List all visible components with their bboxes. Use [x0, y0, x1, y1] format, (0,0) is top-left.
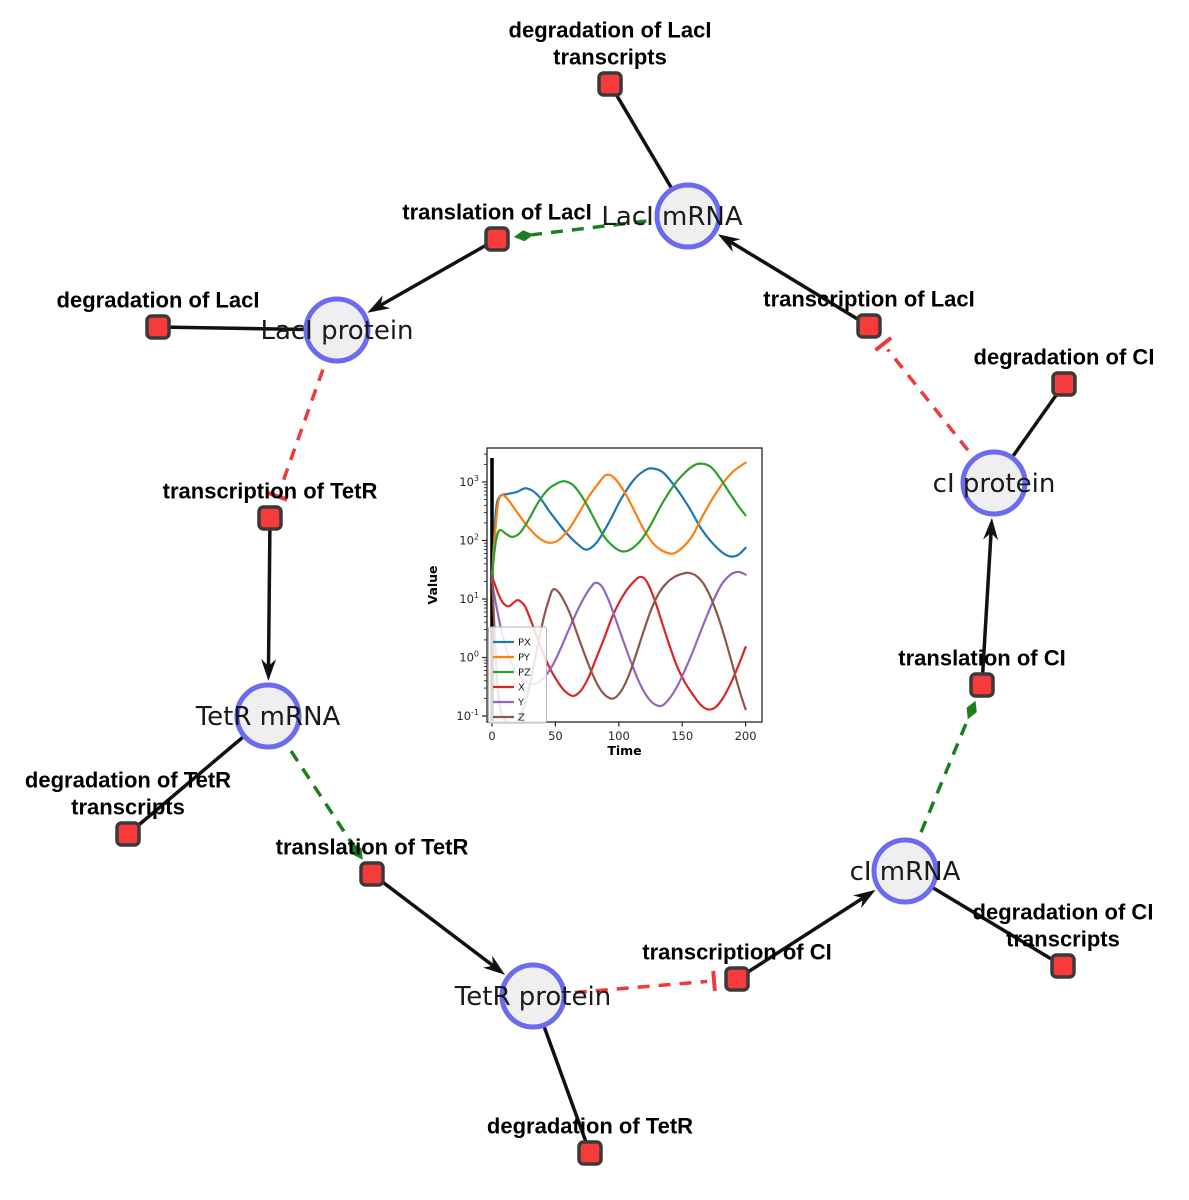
x-tick-label: 100	[608, 729, 630, 743]
reaction-node-deg-tetr	[577, 1140, 603, 1166]
species-label-tetr-protein: TetR protein	[454, 982, 611, 1012]
reaction-node-translation-laci	[484, 226, 510, 252]
reaction-label-deg-laci-transcripts: degradation of LacI transcripts	[509, 18, 712, 70]
x-tick-label: 200	[735, 729, 757, 743]
species-node-ci-protein	[960, 449, 1028, 517]
x-axis: 0 50 100 150 200 Time	[488, 722, 757, 758]
species-label-laci-mrna: LacI mRNA	[601, 202, 742, 232]
inhibition-tbar	[874, 336, 893, 352]
series-PX-line	[490, 467, 747, 583]
x-tick-label: 0	[488, 729, 495, 743]
legend-label: PY	[518, 653, 531, 664]
edge-tx-ci-to-ci-mrna-product	[736, 889, 876, 981]
species-label-tetr-mrna: TetR mRNA	[195, 702, 341, 732]
legend-label: X	[518, 683, 525, 694]
arrowhead	[367, 295, 391, 313]
reaction-label-translation-laci: translation of LacI	[402, 200, 591, 225]
arrowhead	[717, 234, 741, 252]
y-tick-label: 100	[459, 650, 479, 665]
series-PY-line	[490, 461, 747, 577]
reaction-label-tetr-mrna-deg: degradation of TetR transcripts	[25, 768, 231, 820]
species-node-laci-protein	[303, 296, 371, 364]
y-axis-label: Value	[425, 565, 440, 604]
legend-entry-PX: PX	[493, 638, 531, 649]
legend-entry-Z: Z	[493, 713, 525, 724]
edge-tx-tetr-to-tetr-mrna-product	[261, 517, 277, 681]
reaction-node-tx-laci	[856, 313, 882, 339]
reaction-label-deg-ci-transcripts: degradation of CI transcripts	[973, 900, 1154, 952]
nodes-layer	[115, 71, 1077, 1166]
edge-tx-laci-to-laci-mrna-product	[717, 234, 870, 328]
reaction-label-deg-tetr: degradation of TetR	[487, 1114, 693, 1139]
species-label-laci-protein: LacI protein	[260, 316, 413, 346]
y-tick-label: 101	[459, 591, 479, 606]
time-course-chart: 0 50 100 150 200Time10-1100101102103ValuePXP…	[424, 436, 776, 768]
species-node-laci-mrna	[654, 182, 722, 250]
labels-layer: LacI mRNA LacI protein TetR mRNA TetR prote…	[25, 18, 1155, 1139]
legend-label: PX	[518, 638, 531, 649]
arrowhead	[983, 517, 999, 541]
legend: PX PY PZ XYZ	[488, 626, 547, 724]
legend-label: Y	[517, 698, 525, 709]
legend-label: PZ	[518, 668, 531, 679]
chart-frame	[486, 447, 763, 723]
reaction-node-tx-ci	[724, 966, 750, 992]
y-tick-label: 103	[459, 474, 479, 489]
reaction-label-deg-ci: degradation of CI	[974, 345, 1155, 370]
reaction-node-deg-laci-transcripts	[597, 71, 623, 97]
reaction-node-translation-tetr	[359, 861, 385, 887]
x-tick-label: 50	[548, 729, 563, 743]
species-node-ci-mrna	[871, 837, 939, 905]
species-label-ci-mrna: cI mRNA	[850, 857, 961, 887]
legend-entry-PZ: PZ	[493, 668, 531, 679]
y-tick-label: 102	[459, 533, 479, 548]
edge-translation-ci-to-ci-protein-product	[980, 517, 999, 686]
series-PZ-line	[490, 462, 747, 577]
reaction-node-tx-tetr	[257, 505, 283, 531]
series-X-line	[490, 574, 747, 711]
legend-box	[488, 626, 547, 724]
edge-translation-tetr-to-tetr-protein-product	[370, 872, 506, 975]
reaction-label-tx-tetr: transcription of TetR	[163, 479, 378, 504]
reaction-label-translation-ci: translation of CI	[898, 646, 1065, 671]
reaction-node-deg-ci	[1051, 371, 1077, 397]
reaction-node-translation-ci	[969, 672, 995, 698]
y-axis: 10-1 100 101 102 103 Value	[425, 453, 487, 723]
x-axis-label: Time	[607, 743, 641, 758]
arrowhead	[853, 889, 876, 909]
legend-label: Z	[518, 713, 525, 724]
legend-entry-Y: Y	[493, 698, 525, 709]
species-node-tetr-protein	[499, 962, 567, 1030]
reaction-node-tetr-mrna-deg	[115, 821, 141, 847]
x-tick-label: 150	[671, 729, 693, 743]
reaction-node-deg-ci-transcripts	[1050, 953, 1076, 979]
reaction-label-tx-laci: transcription of LacI	[763, 287, 974, 312]
edge-translation-laci-to-laci-protein-product	[367, 237, 498, 313]
reaction-label-deg-laci: degradation of LacI	[57, 288, 260, 313]
species-node-tetr-mrna	[234, 682, 302, 750]
reaction-node-deg-laci	[145, 314, 171, 340]
chart-background	[424, 436, 776, 768]
modifier-arrowhead	[513, 230, 534, 242]
legend-entry-X: X	[493, 683, 525, 694]
modifier-arrowhead	[966, 700, 977, 720]
legend-entry-PY: PY	[493, 653, 531, 664]
reaction-label-translation-tetr: translation of TetR	[276, 835, 469, 860]
inhibition-tbar	[267, 491, 288, 502]
arrowhead	[261, 658, 277, 681]
y-tick-label: 10-1	[456, 708, 479, 723]
reaction-label-tx-ci: transcription of CI	[642, 940, 831, 965]
species-label-ci-protein: cI protein	[933, 469, 1056, 499]
inhibition-tbar	[711, 970, 717, 992]
modifier-arrowhead	[351, 843, 363, 860]
arrowhead	[483, 955, 506, 975]
